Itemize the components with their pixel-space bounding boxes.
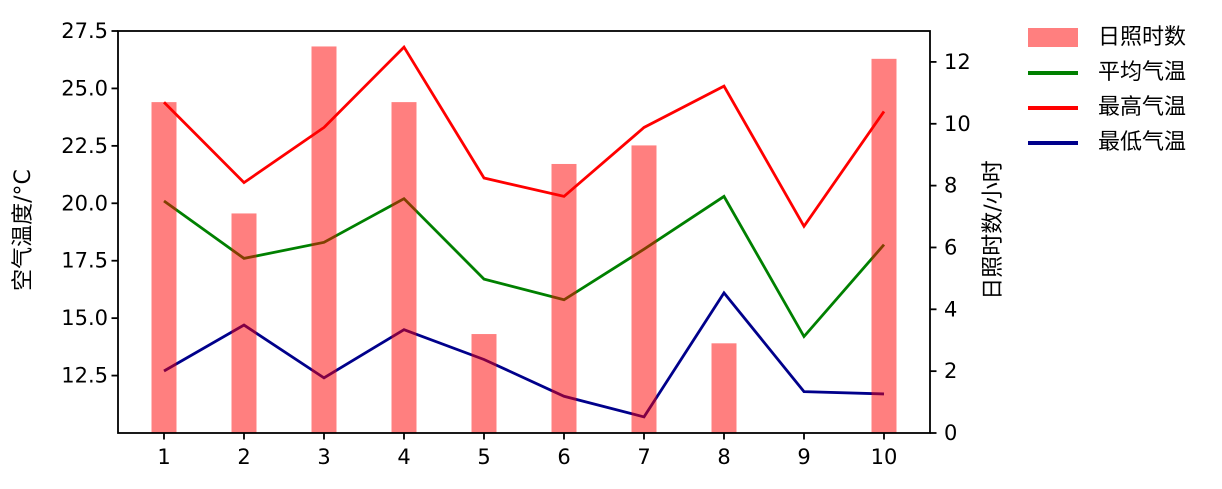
x-tick-label: 4 [397, 445, 410, 469]
x-tick-label: 5 [477, 445, 490, 469]
y-right-tick-label: 12 [944, 50, 971, 74]
x-tick-label: 1 [157, 445, 170, 469]
bar-sunshine-hours-7 [631, 145, 657, 433]
legend-item-max-temp: 最高气温 [1028, 90, 1186, 125]
bar-sunshine-hours-4 [391, 102, 417, 433]
x-tick-label: 6 [557, 445, 570, 469]
y-right-tick-label: 0 [944, 421, 957, 445]
y-right-tick-label: 10 [944, 112, 971, 136]
bar-sunshine-hours-1 [151, 102, 177, 433]
legend-swatch-max-temp-line [1028, 105, 1078, 110]
bar-sunshine-hours-5 [471, 334, 497, 433]
bar-sunshine-hours-6 [551, 163, 577, 433]
bar-sunshine-hours-10 [871, 58, 897, 433]
y-right-tick-label: 2 [944, 359, 957, 383]
legend-label-max-temp: 最高气温 [1098, 94, 1187, 120]
x-tick-label: 7 [637, 445, 650, 469]
legend-swatch-avg-temp-line [1028, 70, 1078, 75]
bar-sunshine-hours-2 [231, 213, 257, 433]
y-right-tick-label: 6 [944, 235, 957, 259]
y-right-tick-label: 4 [944, 297, 957, 321]
y-left-tick-label: 12.5 [61, 364, 108, 388]
legend: 日照时数 平均气温 最高气温 最低气温 [1028, 20, 1186, 160]
line-avg-temp [163, 194, 886, 339]
y-left-tick-label: 17.5 [61, 249, 108, 273]
y-axis-left-label: 空气温度/°C [11, 169, 36, 291]
legend-label-avg-temp: 平均气温 [1098, 59, 1187, 85]
legend-item-avg-temp: 平均气温 [1028, 55, 1186, 90]
y-right-tick-label: 8 [944, 174, 957, 198]
y-left-tick-label: 22.5 [61, 134, 108, 158]
bar-sunshine-hours-8 [711, 343, 737, 433]
y-left-tick-label: 25.0 [61, 76, 108, 100]
legend-label-sunshine-hours: 日照时数 [1098, 24, 1187, 50]
legend-item-min-temp: 最低气温 [1028, 125, 1186, 160]
x-tick-label: 3 [317, 445, 330, 469]
legend-item-sunshine-hours: 日照时数 [1028, 20, 1186, 55]
y-left-tick-label: 15.0 [61, 306, 108, 330]
legend-label-min-temp: 最低气温 [1098, 129, 1187, 155]
line-max-temp [163, 44, 886, 229]
x-tick-label: 10 [871, 445, 898, 469]
x-tick-label: 8 [717, 445, 730, 469]
x-tick-label: 9 [797, 445, 810, 469]
bar-sunshine-hours-3 [311, 46, 337, 433]
y-left-tick-label: 27.5 [61, 19, 108, 43]
plot-frame [117, 30, 931, 434]
legend-swatch-min-temp-line [1028, 140, 1078, 145]
y-left-tick-label: 20.0 [61, 191, 108, 215]
x-tick-label: 2 [237, 445, 250, 469]
y-axis-right-label: 日照时数/小时 [981, 160, 1006, 299]
legend-swatch-sunshine-hours-patch [1028, 28, 1078, 47]
line-min-temp [163, 290, 885, 419]
